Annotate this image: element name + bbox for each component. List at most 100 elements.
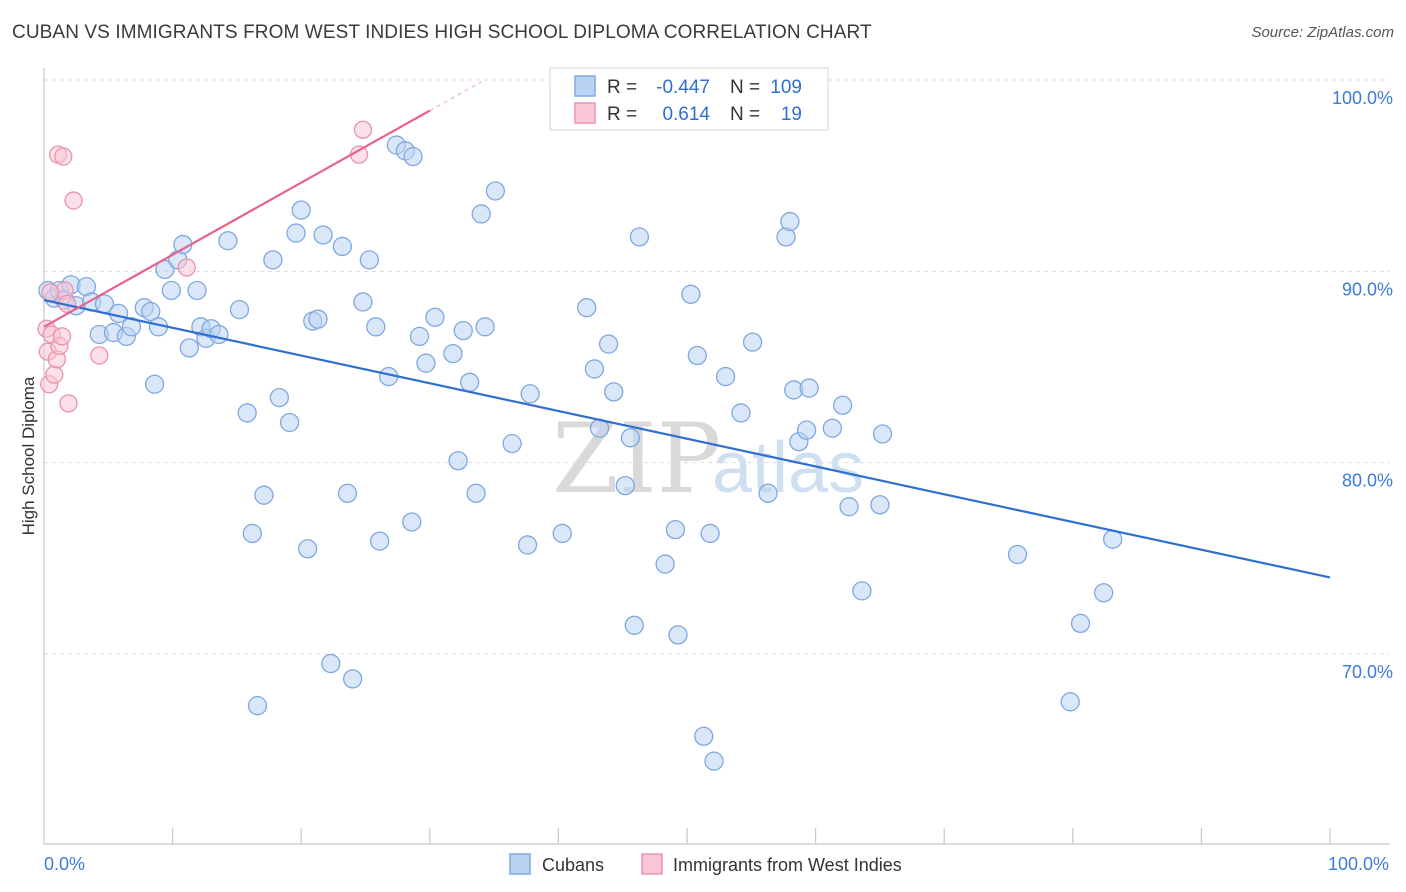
cubans-point-100 xyxy=(839,497,859,517)
cubans-point-103 xyxy=(872,424,893,444)
cubans-point-104 xyxy=(1007,544,1028,565)
cubans-point-59 xyxy=(443,343,463,364)
cubans-point-87 xyxy=(704,751,724,771)
cubans-point-33 xyxy=(254,485,274,505)
trend-lines xyxy=(43,81,1331,579)
cubans-point-69 xyxy=(520,384,540,404)
cubans-point-107 xyxy=(1094,583,1114,603)
cubans-point-81 xyxy=(665,519,686,540)
cubans-point-28 xyxy=(218,231,238,251)
cubans-point-43 xyxy=(321,653,341,674)
cubans-point-74 xyxy=(598,334,619,354)
west-indies-r-value: 0.614 xyxy=(662,104,710,125)
cubans-point-99 xyxy=(832,395,853,415)
x-tick-marks xyxy=(172,828,1331,844)
cubans-point-96 xyxy=(796,420,817,440)
chart-title: CUBAN VS IMMIGRANTS FROM WEST INDIES HIG… xyxy=(12,22,872,43)
cubans-point-36 xyxy=(279,412,300,433)
cubans-point-22 xyxy=(179,338,199,358)
west-indies-trend-extension xyxy=(429,81,482,112)
cubans-r-label: R = xyxy=(607,77,637,98)
cubans-point-60 xyxy=(448,451,468,471)
cubans-point-31 xyxy=(242,523,262,544)
cubans-point-70 xyxy=(552,523,572,544)
cubans-point-45 xyxy=(337,483,358,503)
cubans-point-91 xyxy=(758,483,778,503)
west-indies-point-15 xyxy=(177,258,196,277)
cubans-point-54 xyxy=(402,512,422,532)
cubans-point-15 xyxy=(141,301,161,322)
cubans-point-16 xyxy=(144,374,165,394)
source-credit: Source: ZipAtlas.com xyxy=(1251,24,1394,41)
cubans-point-57 xyxy=(416,353,436,373)
cubans-point-75 xyxy=(604,382,624,402)
cubans-point-38 xyxy=(291,200,311,220)
west-indies-stat-swatch xyxy=(574,102,596,124)
legend-label-west-indies: Immigrants from West Indies xyxy=(673,855,902,875)
cubans-point-76 xyxy=(615,475,635,496)
legend-swatch-cubans xyxy=(509,853,531,875)
cubans-point-65 xyxy=(475,317,495,337)
cubans-point-68 xyxy=(517,535,538,555)
cubans-point-93 xyxy=(780,211,800,232)
legend-label-cubans: Cubans xyxy=(542,855,604,875)
cubans-point-50 xyxy=(369,531,390,551)
cubans-point-105 xyxy=(1060,692,1080,712)
cubans-point-44 xyxy=(332,236,353,257)
cubans-point-89 xyxy=(731,403,751,423)
west-indies-point-12 xyxy=(54,147,73,166)
cubans-point-39 xyxy=(297,539,318,559)
cubans-point-62 xyxy=(460,372,480,392)
watermark-atlas: atlas xyxy=(712,428,864,508)
cubans-point-71 xyxy=(577,298,597,318)
cubans-point-90 xyxy=(742,332,763,352)
west-indies-point-7 xyxy=(52,327,72,346)
cubans-point-23 xyxy=(187,280,207,301)
west-indies-point-13 xyxy=(64,191,83,210)
cubans-point-88 xyxy=(715,366,736,387)
y-tick-label-70: 70.0% xyxy=(1342,662,1393,682)
cubans-point-35 xyxy=(269,387,289,408)
stats-box-frame xyxy=(549,67,829,131)
x-tick-label-min: 0.0% xyxy=(44,854,85,874)
cubans-point-82 xyxy=(668,625,688,645)
y-tick-label-100: 100.0% xyxy=(1332,88,1393,108)
cubans-point-27 xyxy=(209,324,229,345)
cubans-point-42 xyxy=(313,225,333,245)
cubans-r-value: -0.447 xyxy=(656,77,710,98)
west-indies-point-17 xyxy=(353,120,373,139)
cubans-n-value: 109 xyxy=(770,77,802,98)
grid-lines xyxy=(44,79,1390,655)
cubans-point-41 xyxy=(308,309,328,329)
cubans-point-97 xyxy=(799,378,819,398)
cubans-point-84 xyxy=(687,345,707,366)
cubans-point-37 xyxy=(286,223,306,243)
cubans-point-11 xyxy=(108,303,129,324)
cubans-point-56 xyxy=(409,326,430,347)
cubans-point-58 xyxy=(425,307,445,327)
legend-swatch-west-indies xyxy=(641,853,663,875)
cubans-point-61 xyxy=(453,320,473,341)
cubans-point-66 xyxy=(485,181,506,201)
cubans-point-48 xyxy=(359,250,380,270)
cubans-stat-swatch xyxy=(574,75,596,97)
cubans-point-102 xyxy=(870,495,890,515)
west-indies-n-value: 19 xyxy=(781,104,802,125)
cubans-point-85 xyxy=(694,726,714,746)
cubans-n-label: N = xyxy=(730,77,760,98)
cubans-point-80 xyxy=(655,554,675,574)
y-tick-label-80: 80.0% xyxy=(1342,471,1393,491)
y-tick-label-90: 90.0% xyxy=(1342,279,1393,299)
x-tick-label-max: 100.0% xyxy=(1328,854,1389,874)
y-axis-label: High School Diploma xyxy=(19,376,38,535)
legend: Cubans Immigrants from West Indies xyxy=(509,853,902,875)
cubans-point-77 xyxy=(620,428,641,448)
cubans-point-29 xyxy=(229,299,250,320)
cubans-trend-line xyxy=(43,298,1331,579)
west-indies-r-label: R = xyxy=(607,104,637,125)
cubans-point-98 xyxy=(822,418,842,438)
cubans-point-49 xyxy=(366,317,386,337)
cubans-point-67 xyxy=(502,433,522,454)
cubans-point-55 xyxy=(403,146,423,167)
